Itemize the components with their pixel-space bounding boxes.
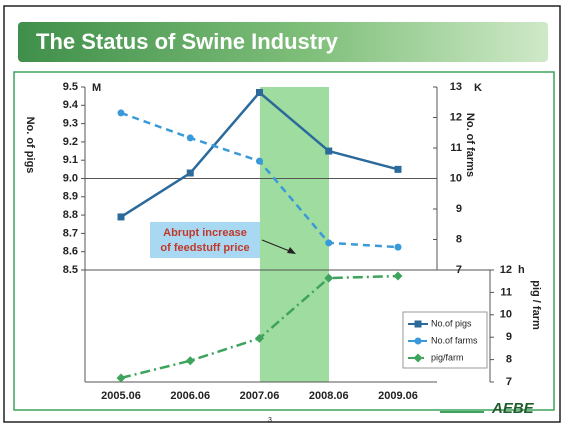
marker [325,148,332,155]
y2-axis-title: No. of farms [464,113,476,177]
y2-unit: K [474,82,482,94]
y2-tick-label: 7 [456,264,462,276]
x-tick-label: 2006.06 [170,390,210,402]
y2-tick-label: 13 [450,81,462,93]
y-tick-label: 9.4 [63,99,79,111]
x-tick-label: 2007.06 [240,390,280,402]
y3-tick-label: 7 [506,376,512,388]
legend-marker [415,338,422,345]
slide-title: The Status of Swine Industry [36,29,339,54]
y2-tick-label: 10 [450,172,462,184]
legend-marker [415,321,422,328]
y-tick-label: 9.3 [63,118,78,130]
y2-tick-label: 12 [450,111,462,123]
y-tick-label: 9.1 [63,154,78,166]
y3-tick-label: 9 [506,331,512,343]
y2-tick-label: 9 [456,203,462,215]
legend-label: No.of pigs [431,318,472,328]
y-unit: M [92,82,101,94]
slide: The Status of Swine Industry M K h No. o… [0,0,565,428]
marker [187,134,194,141]
x-tick-label: 2005.06 [101,390,141,402]
marker [118,213,125,220]
highlight-band [260,87,329,382]
legend-label: pig/farm [431,352,464,362]
y-tick-label: 8.6 [63,246,78,258]
footer-brand: AEBE [491,400,535,417]
y2-tick-label: 8 [456,233,462,245]
legend-label: No.of farms [431,335,478,345]
marker [256,89,263,96]
y-tick-label: 8.7 [63,227,78,239]
marker [187,170,194,177]
y2-tick-label: 11 [450,142,462,154]
x-tick-label: 2009.06 [378,390,418,402]
marker [325,239,332,246]
y-tick-label: 9.0 [63,172,78,184]
y-tick-label: 8.9 [63,191,78,203]
marker [395,244,402,251]
y3-axis-title: pig / farm [530,280,542,330]
y-axis-title: No. of pigs [24,117,36,174]
y3-tick-label: 10 [500,309,512,321]
annotation: of feedstuff price [160,242,249,254]
y3-tick-label: 11 [500,286,512,298]
page-number: 3 [268,417,272,424]
y-tick-label: 8.8 [63,209,78,221]
y3-tick-label: 12 [500,264,512,276]
annotation: Abrupt increase [163,227,247,239]
marker [118,109,125,116]
marker [256,158,263,165]
y-tick-label: 8.5 [63,264,78,276]
y-tick-label: 9.5 [63,81,78,93]
y3-unit: h [518,264,525,276]
marker [395,166,402,173]
x-tick-label: 2008.06 [309,390,349,402]
y3-tick-label: 8 [506,354,512,366]
y-tick-label: 9.2 [63,136,78,148]
